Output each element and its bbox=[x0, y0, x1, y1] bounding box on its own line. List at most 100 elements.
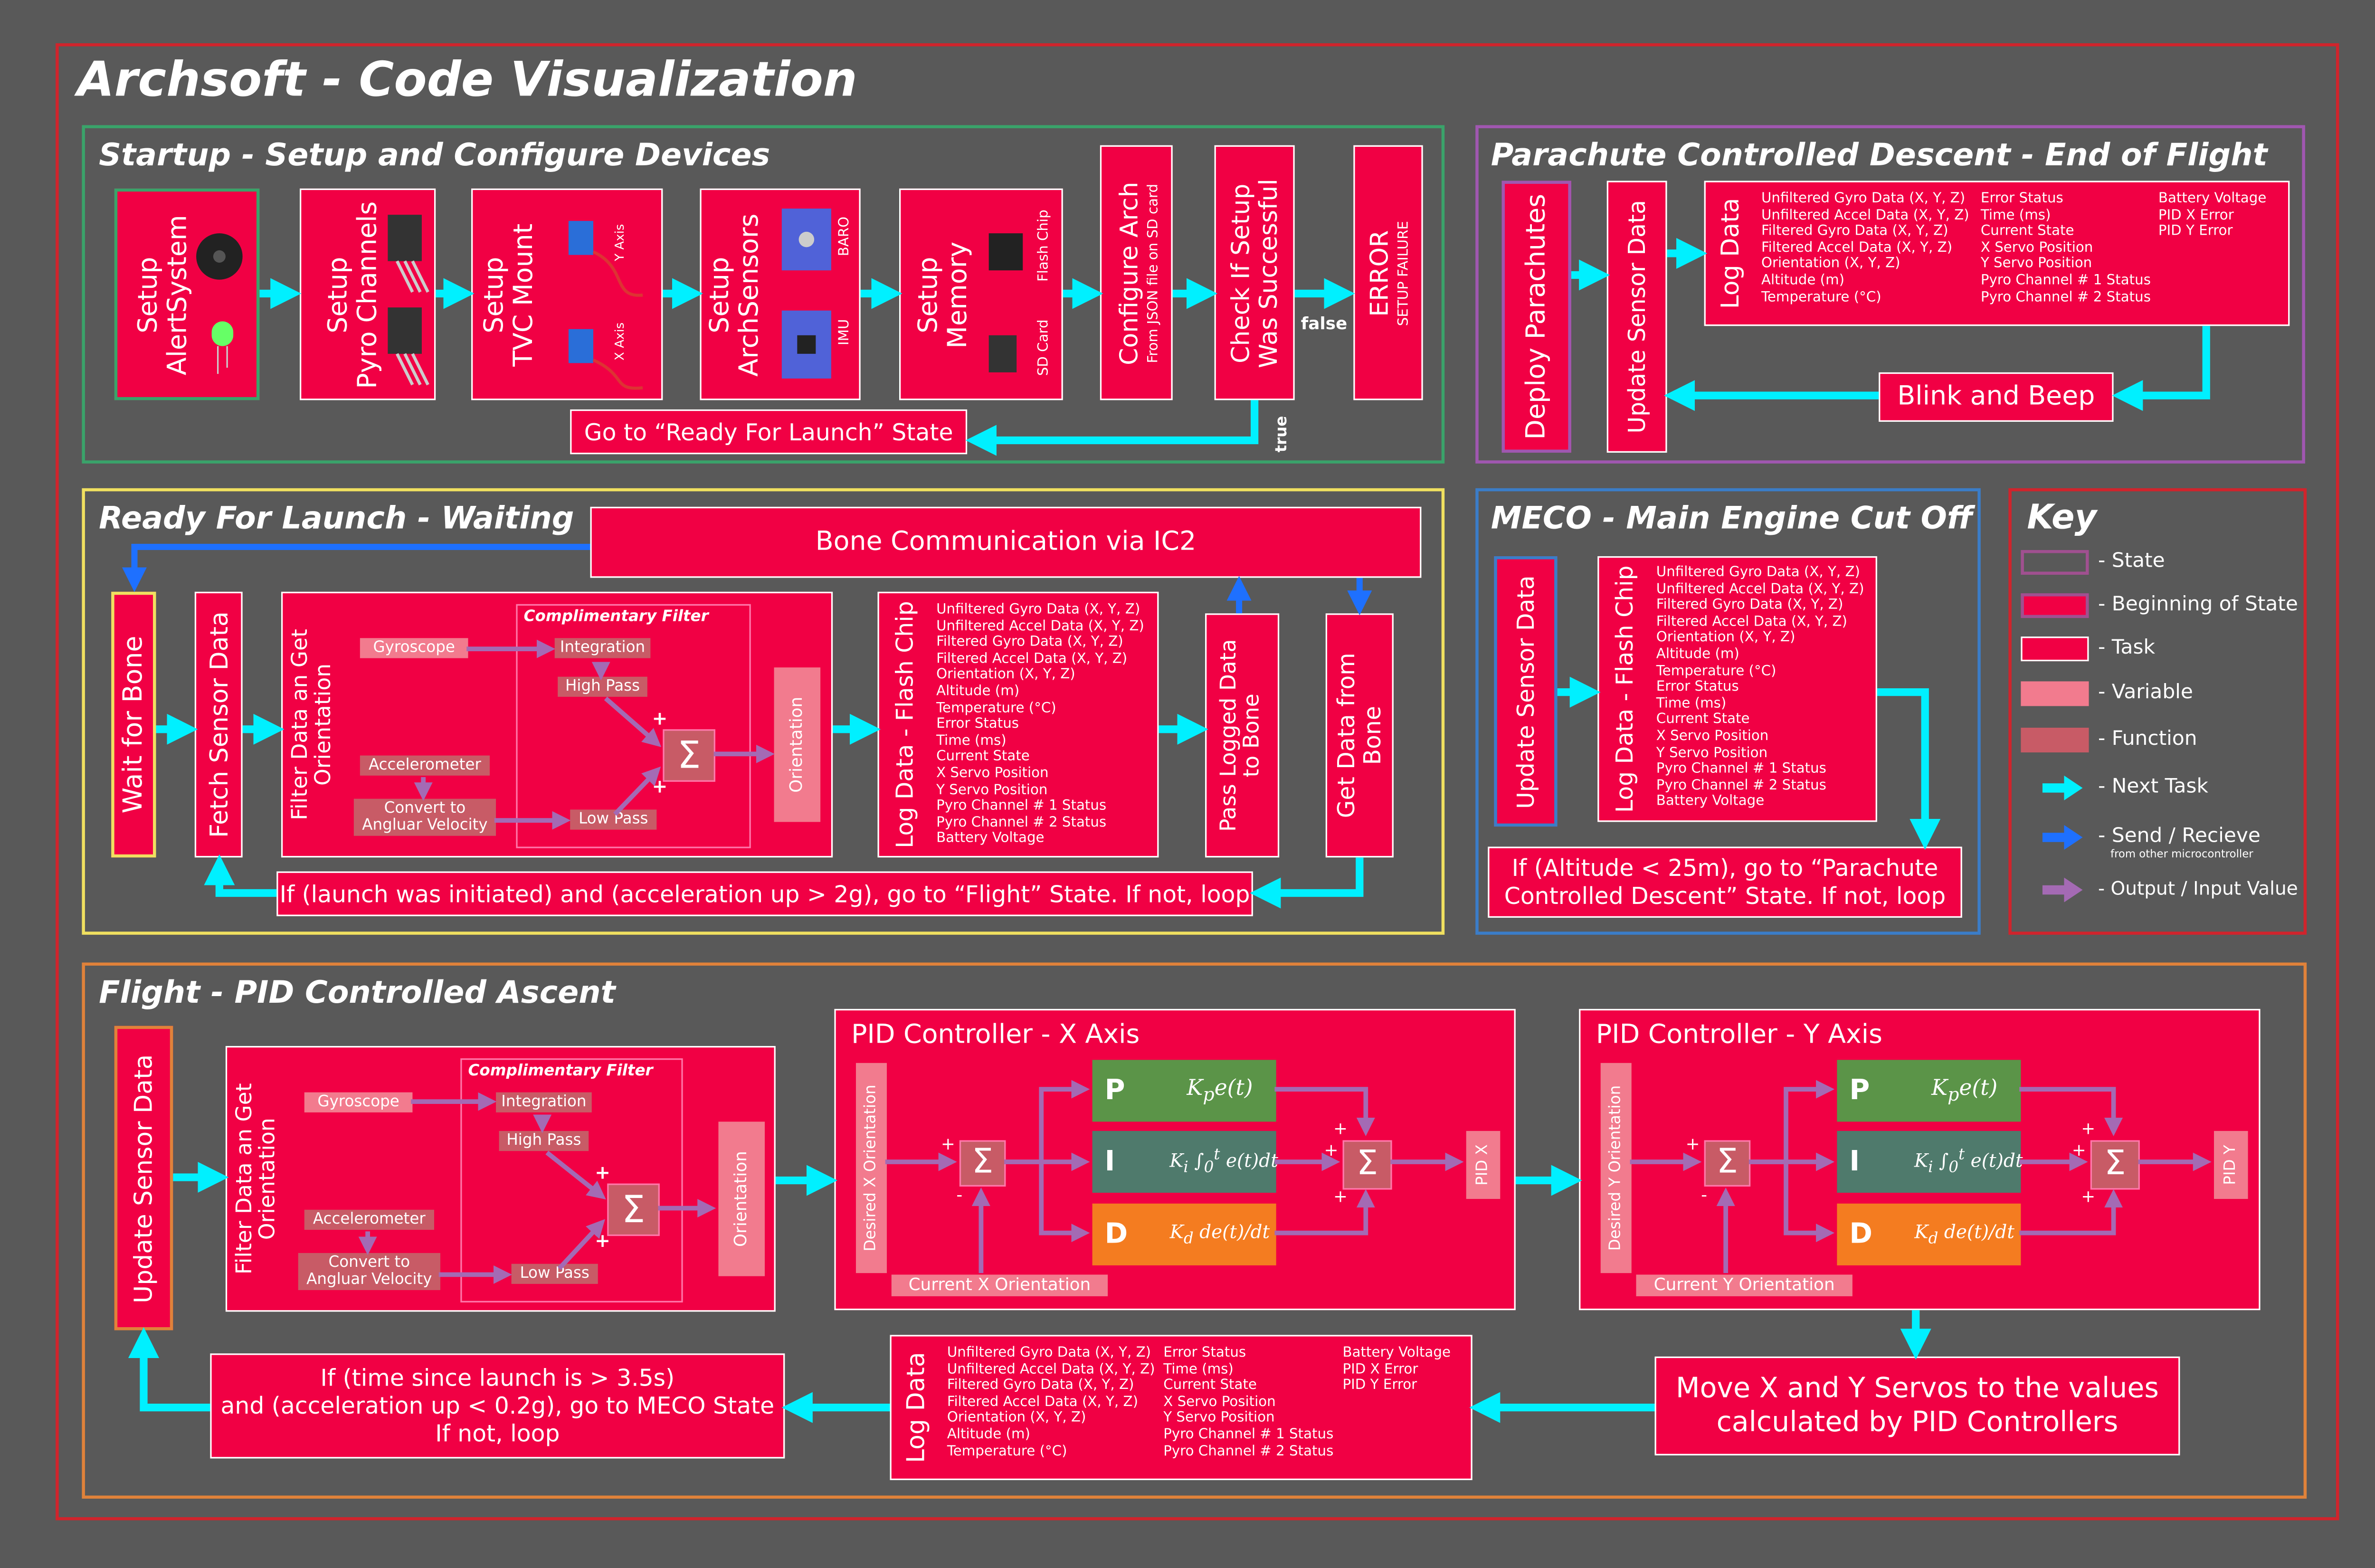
pid-y-plus-2: + bbox=[2071, 1140, 2086, 1160]
pid-x-task: PID Controller - X Axis Desired X Orient… bbox=[834, 1008, 1516, 1311]
setup-pyro-task: Setup Pyro Channels bbox=[300, 188, 436, 400]
key-variable-label: - Variable bbox=[2098, 681, 2193, 705]
log-field: Battery Voltage bbox=[1342, 1346, 1451, 1361]
pid-y-p-letter: P bbox=[1849, 1074, 1870, 1107]
outer-frame bbox=[56, 43, 2339, 1520]
log-field: Current State bbox=[1980, 224, 2074, 240]
key-section bbox=[2008, 488, 2307, 935]
flight-cf-label: Complimentary Filter bbox=[468, 1063, 653, 1080]
wait-bone-task: Wait for Bone bbox=[111, 591, 156, 858]
log-field: Filtered Gyro Data (X, Y, Z) bbox=[947, 1378, 1134, 1394]
pid-y-out-label: PID Y bbox=[2222, 1145, 2240, 1185]
led-icon bbox=[211, 321, 234, 374]
page-title: Archsoft - Code Visualization bbox=[77, 52, 857, 108]
log-field: Filtered Accel Data (X, Y, Z) bbox=[947, 1395, 1138, 1410]
pid-x-error-sum: Σ bbox=[959, 1140, 1006, 1187]
flight-sum-node: Σ bbox=[607, 1183, 660, 1236]
setup-archsensors-task: Setup ArchSensors BARO IMU bbox=[700, 188, 861, 400]
deploy-parachutes-task: Deploy Parachutes bbox=[1501, 181, 1571, 453]
setup-memory-label: Setup Memory bbox=[913, 241, 974, 348]
flight-log-col2: Error Status Time (ms) Current State X Serv… bbox=[1163, 1346, 1333, 1460]
pid-y-plus-in: + bbox=[1685, 1134, 1700, 1154]
meco-log-label: Log Data - Flash Chip bbox=[1611, 565, 1639, 813]
pid-y-d-row: D Kd de(t)/dt bbox=[1837, 1203, 2021, 1265]
ready-orientation-label: Orientation bbox=[786, 696, 807, 793]
log-field: Current State bbox=[1656, 713, 1750, 729]
pid-x-p-formula: Kpe(t) bbox=[1187, 1076, 1253, 1105]
setup-tvc-task: Setup TVC Mount Y Axis X Axis bbox=[471, 188, 663, 400]
pid-x-p-row: P Kpe(t) bbox=[1092, 1060, 1276, 1122]
log-field: Error Status bbox=[936, 717, 1019, 733]
task-swatch bbox=[2021, 637, 2089, 662]
go-ready-task: Go to “Ready For Launch” State bbox=[570, 409, 968, 455]
ready-integration-func: Integration bbox=[554, 638, 651, 658]
pid-x-out-label: PID X bbox=[1474, 1144, 1492, 1186]
flight-cond-task: If (time since launch is > 3.5s) and (ac… bbox=[210, 1353, 785, 1459]
log-field: Pyro Channel # 2 Status bbox=[1163, 1444, 1334, 1460]
ready-title: Ready For Launch - Waiting bbox=[99, 499, 574, 536]
meco-section bbox=[1475, 488, 1981, 935]
log-field: Unfiltered Accel Data (X, Y, Z) bbox=[1761, 208, 1969, 224]
log-field: Altitude (m) bbox=[1761, 273, 1845, 289]
flight-log-task: Log Data Unfiltered Gyro Data (X, Y, Z) U… bbox=[890, 1335, 1472, 1480]
error-sub: SETUP FAILURE bbox=[1396, 220, 1413, 325]
error-task: ERROR SETUP FAILURE bbox=[1353, 145, 1423, 400]
log-field: Orientation (X, Y, Z) bbox=[1761, 257, 1900, 273]
ready-loop-label: If (launch was initiated) and (accelerat… bbox=[279, 880, 1250, 908]
ready-complimentary-filter: Complimentary Filter bbox=[516, 604, 751, 848]
log-field: Temperature (°C) bbox=[1656, 664, 1776, 679]
log-field: Time (ms) bbox=[1163, 1362, 1234, 1378]
pid-x-i-row: I Ki ∫0t e(t)dt bbox=[1092, 1131, 1278, 1193]
log-field: Unfiltered Gyro Data (X, Y, Z) bbox=[947, 1346, 1151, 1361]
pid-y-output-sum: Σ bbox=[2090, 1140, 2140, 1190]
parachute-log-col3: Battery Voltage PID X Error PID Y Error bbox=[2158, 191, 2266, 240]
flight-gyroscope-var: Gyroscope bbox=[304, 1092, 413, 1112]
true-label: true bbox=[1267, 411, 1298, 457]
key-title: Key bbox=[2027, 499, 2097, 538]
ready-gyroscope-var: Gyroscope bbox=[360, 638, 468, 658]
baro-label: BARO bbox=[837, 216, 853, 257]
log-field: Orientation (X, Y, Z) bbox=[1656, 631, 1796, 646]
flight-integration-func: Integration bbox=[496, 1092, 592, 1112]
error-label: ERROR bbox=[1364, 229, 1394, 316]
log-field: Battery Voltage bbox=[1656, 794, 1765, 810]
log-field: Altitude (m) bbox=[936, 684, 1020, 700]
ready-orientation-var: Orientation bbox=[774, 667, 821, 822]
configure-arch-label: Configure Arch bbox=[1114, 181, 1144, 365]
ready-cf-label: Complimentary Filter bbox=[523, 608, 709, 626]
parachute-title: Parachute Controlled Descent - End of Fl… bbox=[1491, 136, 2268, 173]
check-setup-label: Check If Setup Was Successful bbox=[1226, 178, 1282, 368]
log-field: PID Y Error bbox=[2158, 224, 2233, 240]
flight-log-col3: Battery Voltage PID X Error PID Y Error bbox=[1343, 1346, 1451, 1395]
pid-x-i-letter: I bbox=[1104, 1145, 1115, 1178]
log-field: Altitude (m) bbox=[947, 1427, 1030, 1443]
flight-filter-task: Filter Data an Get Orientation Gyroscope… bbox=[225, 1046, 776, 1312]
ready-convert-func: Convert to Angluar Velocity bbox=[353, 798, 496, 836]
ready-plus-bottom: + bbox=[652, 775, 668, 798]
log-field: Time (ms) bbox=[936, 733, 1007, 749]
memory-chip-icon bbox=[988, 233, 1023, 372]
log-field: Y Servo Position bbox=[1163, 1411, 1275, 1427]
key-send-label: - Send / Recieve bbox=[2098, 825, 2261, 848]
key-beginning-label: - Beginning of State bbox=[2098, 593, 2298, 617]
move-servos-task: Move X and Y Servos to the values calcul… bbox=[1654, 1356, 2180, 1455]
log-field: Pyro Channel # 1 Status bbox=[936, 799, 1107, 815]
imu-label: IMU bbox=[837, 319, 853, 345]
key-task-label: - Task bbox=[2098, 637, 2156, 660]
log-field: Error Status bbox=[1163, 1346, 1246, 1361]
key-next-task-label: - Next Task bbox=[2098, 775, 2208, 799]
transistor-icon bbox=[388, 215, 429, 386]
log-field: Unfiltered Accel Data (X, Y, Z) bbox=[1656, 581, 1864, 598]
log-field: Time (ms) bbox=[1980, 208, 2051, 224]
pid-y-p-row: P Kpe(t) bbox=[1837, 1060, 2021, 1122]
parachute-log-task: Log Data Unfiltered Gyro Data (X, Y, Z) U… bbox=[1704, 181, 2290, 326]
function-swatch bbox=[2021, 727, 2089, 753]
log-field: Unfiltered Gyro Data (X, Y, Z) bbox=[936, 602, 1140, 618]
blink-beep-task: Blink and Beep bbox=[1879, 372, 2114, 422]
meco-cond-label: If (Altitude < 25m), go to “Parachute Co… bbox=[1504, 854, 1946, 910]
tvc-x-axis-label: X Axis bbox=[612, 322, 627, 361]
flight-lowpass-func: Low Pass bbox=[511, 1264, 598, 1284]
setup-archsensors-label: Setup ArchSensors bbox=[705, 213, 765, 376]
io-arrow-icon bbox=[2042, 877, 2083, 903]
